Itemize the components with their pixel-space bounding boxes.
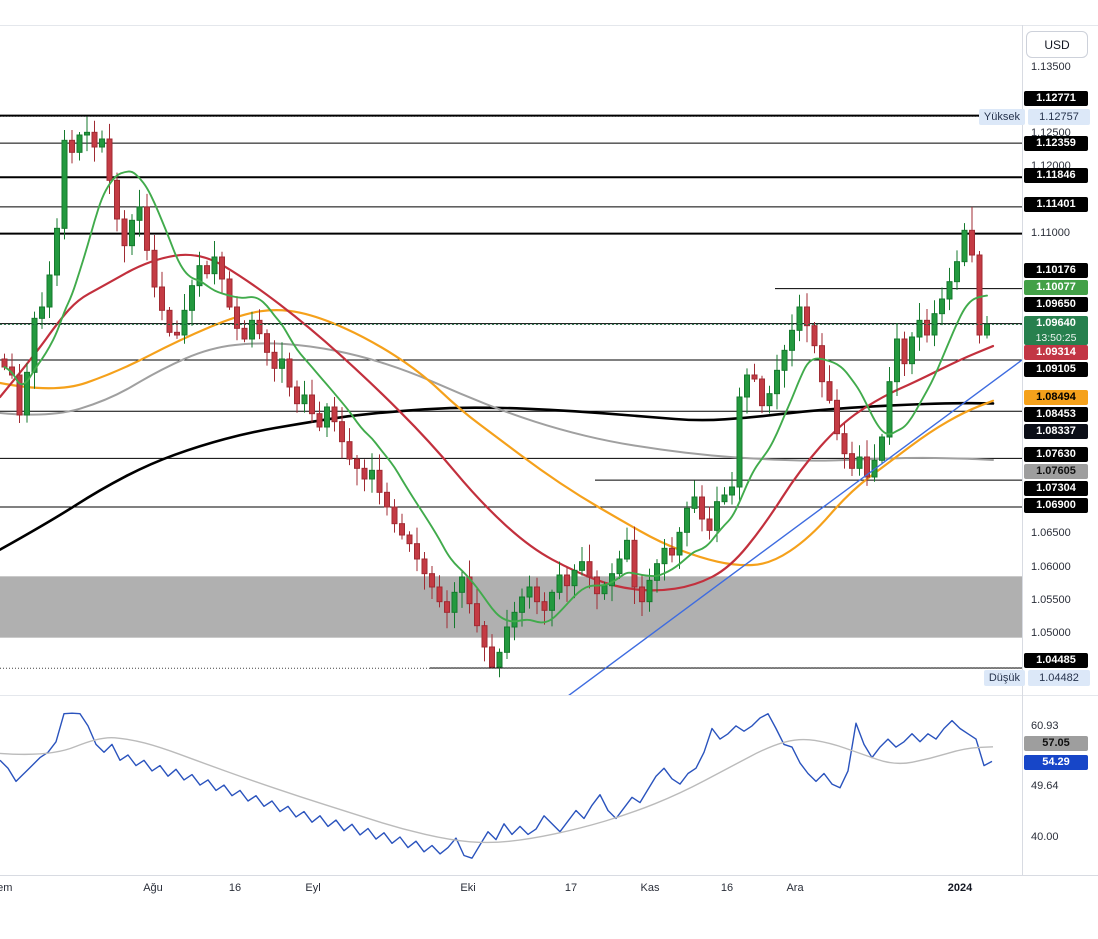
ma-green-line bbox=[3, 170, 988, 624]
price-level-badge: 1.08453 bbox=[1024, 407, 1088, 422]
price-level-badge: 1.09650 bbox=[1024, 297, 1088, 312]
low-label-row-value: 1.04482 bbox=[1028, 670, 1090, 686]
axis-tick-label: 1.05500 bbox=[1031, 594, 1071, 606]
axis-tick-label: 1.06500 bbox=[1031, 527, 1071, 539]
time-axis-label: 16 bbox=[720, 882, 734, 894]
axis-tick-label: 40.00 bbox=[1031, 831, 1059, 843]
low-label-row-text: Düşük bbox=[983, 670, 1025, 686]
time-axis-label: Kas bbox=[640, 882, 660, 894]
candlesticks[interactable] bbox=[1, 116, 990, 678]
high-label-row-value: 1.12757 bbox=[1028, 109, 1090, 125]
xaxis-divider bbox=[0, 875, 1098, 876]
price-axis-border bbox=[1022, 25, 1023, 875]
time-axis-label: Tem bbox=[0, 882, 13, 894]
support-zone-rectangle[interactable] bbox=[0, 576, 1022, 638]
time-axis-label: 2024 bbox=[947, 882, 973, 894]
price-pane[interactable] bbox=[0, 114, 1022, 713]
pane-divider[interactable] bbox=[0, 695, 1098, 696]
rsi-signal-line bbox=[0, 736, 994, 844]
time-axis-label: Ağu bbox=[143, 882, 163, 894]
high-label-row: Yüksek 1.12757 bbox=[978, 109, 1090, 125]
time-axis-label: Ara bbox=[786, 882, 804, 894]
ma-orange-line bbox=[0, 309, 995, 567]
time-axis-label: Eki bbox=[460, 882, 476, 894]
price-level-badge: 1.07630 bbox=[1024, 447, 1088, 462]
time-axis[interactable]: Tem Ağu 16 Eyl Eki 17 Kas 16 Ara 2024 bbox=[0, 875, 1022, 939]
rsi-line bbox=[0, 712, 993, 859]
ma-red-line bbox=[0, 253, 995, 592]
price-axis[interactable]: 1.13500 1.12500 1.12000 1.11000 1.06500 1.060… bbox=[1022, 0, 1098, 939]
price-level-badge: 1.10176 bbox=[1024, 263, 1088, 278]
axis-tick-label: 60.93 bbox=[1031, 720, 1059, 732]
price-level-badge: 1.09314 bbox=[1024, 345, 1088, 360]
trendline[interactable] bbox=[545, 359, 1022, 713]
current-price-value: 1.09640 bbox=[1036, 317, 1076, 329]
price-level-badge: 1.04485 bbox=[1024, 653, 1088, 668]
time-axis-label: 16 bbox=[228, 882, 242, 894]
low-label-row: Düşük 1.04482 bbox=[983, 670, 1090, 686]
axis-tick-label: 1.06000 bbox=[1031, 561, 1071, 573]
price-level-badge: 1.08494 bbox=[1024, 390, 1088, 405]
bar-countdown: 13:50:25 bbox=[1035, 332, 1077, 344]
top-divider bbox=[0, 25, 1098, 26]
time-axis-label: Eyl bbox=[305, 882, 321, 894]
high-label-row-text: Yüksek bbox=[978, 109, 1025, 125]
price-level-badge: 1.11846 bbox=[1024, 168, 1088, 183]
axis-tick-label: 1.11000 bbox=[1031, 227, 1070, 239]
time-axis-label: 17 bbox=[564, 882, 578, 894]
rsi-pane[interactable] bbox=[0, 712, 994, 859]
price-level-badge: 1.07304 bbox=[1024, 481, 1088, 496]
axis-tick-label: 49.64 bbox=[1031, 780, 1059, 792]
price-level-badge: 54.29 bbox=[1024, 755, 1088, 770]
currency-toggle-button[interactable]: USD bbox=[1026, 31, 1088, 58]
axis-tick-label: 1.05000 bbox=[1031, 627, 1071, 639]
price-level-badge: 1.10077 bbox=[1024, 280, 1088, 295]
price-level-badge: 1.07605 bbox=[1024, 464, 1088, 479]
current-price-badge: 1.09640 13:50:25 bbox=[1024, 316, 1088, 345]
price-level-badge: 1.08337 bbox=[1024, 424, 1088, 439]
price-level-badge: 57.05 bbox=[1024, 736, 1088, 751]
axis-tick-label: 1.13500 bbox=[1031, 61, 1071, 73]
price-level-badge: 1.09105 bbox=[1024, 362, 1088, 377]
price-level-badge: 1.12771 bbox=[1024, 91, 1088, 106]
price-level-badge: 1.06900 bbox=[1024, 498, 1088, 513]
price-level-badge: 1.11401 bbox=[1024, 197, 1088, 212]
ma-gray-line bbox=[0, 342, 994, 462]
price-level-badge: 1.12359 bbox=[1024, 136, 1088, 151]
